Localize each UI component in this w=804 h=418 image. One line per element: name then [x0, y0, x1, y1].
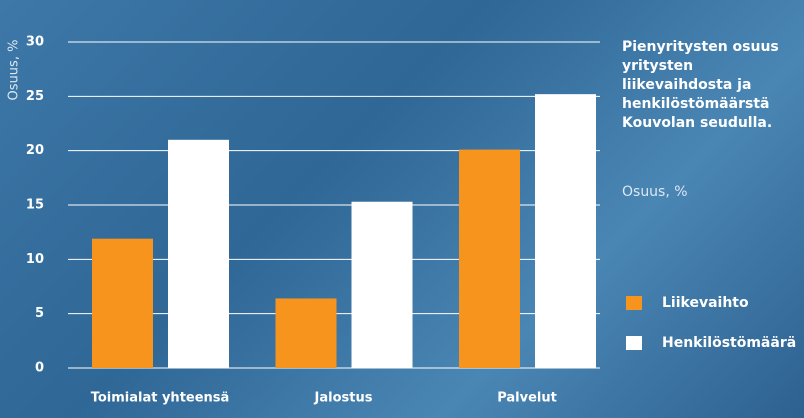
bar [351, 201, 413, 368]
y-tick-label: 25 [26, 89, 44, 104]
x-tick-label: Palvelut [497, 391, 557, 406]
bar [459, 149, 520, 368]
bar [92, 238, 153, 368]
y-axis-label: Osuus, % [7, 40, 22, 101]
legend-swatch [626, 296, 642, 310]
y-tick-label: 0 [35, 361, 44, 376]
y-tick-label: 15 [26, 198, 44, 213]
legend-label: Liikevaihto [662, 295, 749, 311]
y-tick-label: 5 [35, 306, 44, 321]
x-tick-label: Toimialat yhteensä [91, 391, 230, 406]
chart-title: Pienyritysten osuus yritysten liikevaihd… [622, 39, 779, 131]
legend-swatch [626, 336, 642, 350]
chart-subtitle: Osuus, % [622, 184, 688, 200]
y-tick-label: 10 [26, 252, 44, 267]
x-tick-label: Jalostus [314, 391, 373, 406]
y-tick-label: 20 [26, 143, 44, 158]
legend-label: Henkilöstömäärä [662, 335, 796, 351]
y-tick-label: 30 [26, 35, 44, 50]
bar [535, 94, 596, 368]
bar [275, 298, 337, 368]
bar [168, 139, 229, 368]
